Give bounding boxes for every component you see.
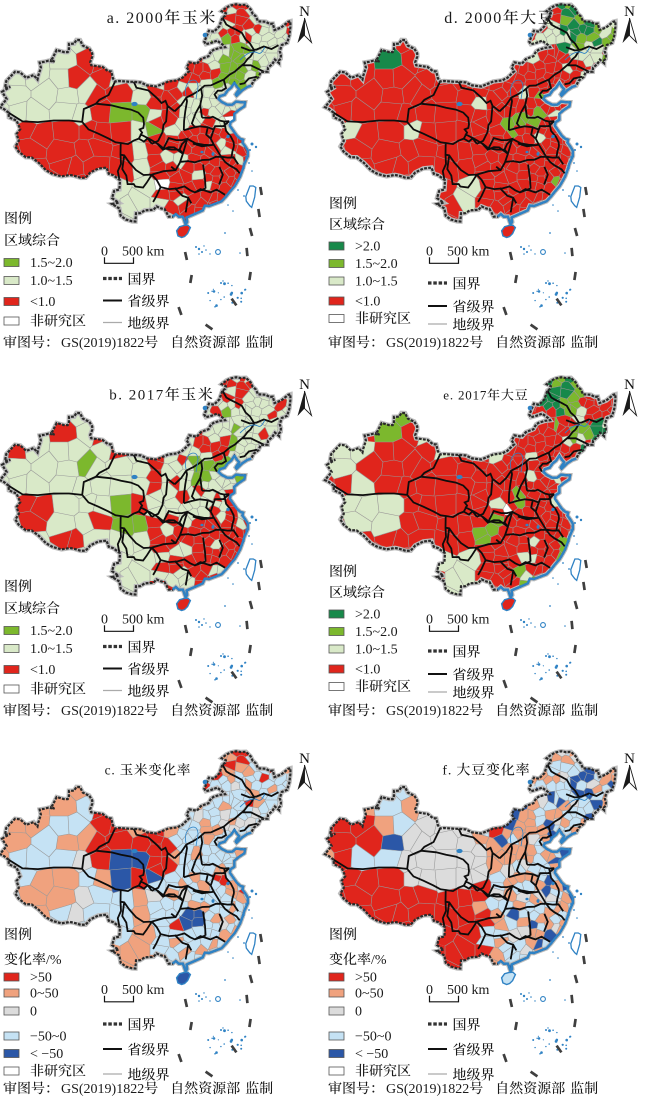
svg-text:0: 0 <box>30 1005 37 1020</box>
svg-text:0: 0 <box>426 245 433 260</box>
svg-text:N: N <box>299 751 310 767</box>
svg-text:−50~0: −50~0 <box>30 1030 66 1045</box>
svg-text:0: 0 <box>426 613 433 628</box>
svg-text:/%: /% <box>46 953 62 968</box>
svg-text:< −50: < −50 <box>30 1047 63 1062</box>
svg-text:1.5~2.0: 1.5~2.0 <box>30 624 73 639</box>
svg-text:1.5~2.0: 1.5~2.0 <box>355 257 398 272</box>
svg-text:1.0~1.5: 1.0~1.5 <box>30 642 73 657</box>
svg-text:<1.0: <1.0 <box>30 663 55 678</box>
svg-text:N: N <box>624 377 635 393</box>
svg-text:1.5~2.0: 1.5~2.0 <box>355 625 398 640</box>
svg-text:GS(2019)1822: GS(2019)1822 <box>61 704 144 719</box>
svg-text:GS(2019)1822: GS(2019)1822 <box>386 1082 469 1097</box>
svg-text:c.: c. <box>105 763 116 778</box>
svg-text:d. 2000: d. 2000 <box>444 10 503 27</box>
svg-text:<1.0: <1.0 <box>355 663 380 678</box>
svg-text:b. 2017: b. 2017 <box>109 388 165 404</box>
svg-text:>50: >50 <box>355 971 377 986</box>
svg-text:e. 2017: e. 2017 <box>443 388 487 403</box>
svg-text:500 km: 500 km <box>447 613 490 628</box>
svg-text:1.0~1.5: 1.0~1.5 <box>30 274 73 289</box>
svg-text:500 km: 500 km <box>447 245 490 260</box>
svg-text:>2.0: >2.0 <box>355 240 380 255</box>
svg-text:1.5~2.0: 1.5~2.0 <box>30 256 73 271</box>
svg-text:−50~0: −50~0 <box>355 1030 391 1045</box>
svg-text:500 km: 500 km <box>122 245 165 260</box>
svg-text:>50: >50 <box>30 971 52 986</box>
svg-text:<1.0: <1.0 <box>30 295 55 310</box>
svg-text:N: N <box>624 4 635 20</box>
svg-text:500 km: 500 km <box>447 983 490 998</box>
svg-text:GS(2019)1822: GS(2019)1822 <box>386 704 469 719</box>
svg-text:0: 0 <box>101 245 108 260</box>
svg-text:<1.0: <1.0 <box>355 295 380 310</box>
svg-text:f.: f. <box>442 764 452 779</box>
svg-text:N: N <box>299 377 310 393</box>
svg-text:/%: /% <box>371 953 387 968</box>
svg-text:0: 0 <box>355 1005 362 1020</box>
svg-text:< −50: < −50 <box>355 1047 388 1062</box>
svg-text:0: 0 <box>426 983 433 998</box>
svg-text:N: N <box>299 4 310 20</box>
svg-text:0~50: 0~50 <box>30 987 59 1002</box>
svg-text:1.0~1.5: 1.0~1.5 <box>355 275 398 290</box>
svg-text:0: 0 <box>101 983 108 998</box>
svg-text:GS(2019)1822: GS(2019)1822 <box>61 1082 144 1097</box>
svg-text:500 km: 500 km <box>122 613 165 628</box>
svg-text:N: N <box>624 751 635 767</box>
svg-text:>2.0: >2.0 <box>355 608 380 623</box>
svg-text:1.0~1.5: 1.0~1.5 <box>355 643 398 658</box>
svg-text:500 km: 500 km <box>122 983 165 998</box>
svg-text:GS(2019)1822: GS(2019)1822 <box>386 336 469 351</box>
svg-text:0~50: 0~50 <box>355 987 384 1002</box>
svg-text:GS(2019)1822: GS(2019)1822 <box>61 336 144 351</box>
svg-text:a. 2000: a. 2000 <box>107 10 165 27</box>
svg-text:0: 0 <box>101 613 108 628</box>
